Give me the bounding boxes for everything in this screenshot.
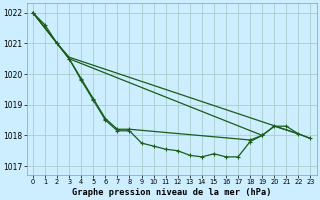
X-axis label: Graphe pression niveau de la mer (hPa): Graphe pression niveau de la mer (hPa) xyxy=(72,188,271,197)
